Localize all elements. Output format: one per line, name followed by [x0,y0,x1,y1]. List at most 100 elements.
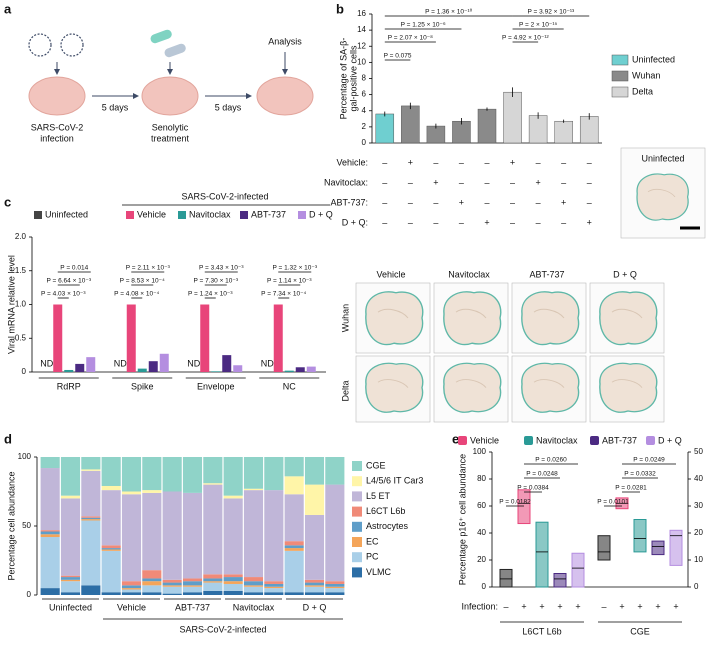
bar-segment [264,592,284,595]
column-label: Navitoclax [448,269,490,279]
legend-label: ABT-737 [602,435,637,445]
p-value: P = 0.0249 [633,457,665,464]
bar [148,361,158,372]
range-box [517,489,531,525]
bar-segment [142,457,162,491]
range-box [553,573,567,588]
row-label: Wuhan [340,304,350,332]
condition-mark: – [561,157,566,167]
condition-mark: – [433,197,438,207]
column-label: D + Q [613,269,637,279]
bar-segment [264,583,284,587]
condition-mark: – [587,157,592,167]
legend-label: Astrocytes [366,521,409,531]
condition-mark: – [536,217,541,227]
p-value: P = 0.0260 [535,457,567,464]
bar-segment [162,582,182,586]
legend-label: EC [366,536,379,546]
bar-segment [81,469,101,471]
condition-mark: – [433,217,438,227]
bar-segment [203,457,223,484]
legend-label: Wuhan [632,70,660,80]
virus-icons [28,33,84,57]
bar-segment [60,498,81,576]
bar-segment [142,578,162,582]
interval-label: 5 days [215,102,242,112]
bar-segment [284,476,304,495]
value-label: ND [40,358,53,368]
value-label: ND [187,358,200,368]
legend-label: Uninfected [632,54,675,64]
x-tick-label: ABT-737 [175,602,210,612]
infection-mark: + [655,601,660,611]
bar-segment [142,592,162,595]
condition-mark: – [510,177,515,187]
p-value: P = 8.53 × 10⁻⁴ [120,278,165,285]
diagram-labels: SARS-CoV-2 infection Senolytic treatment… [31,36,303,143]
condition-mark: – [484,177,489,187]
x-tick-label: Uninfected [49,602,92,612]
legend-swatch [352,506,362,517]
y-tick-label: 14 [357,25,366,34]
p-value: P = 0.0332 [624,471,656,478]
bar-segment [162,593,182,595]
legend-label: L6CT L6b [366,506,405,516]
bar-segment [81,585,101,595]
bar-segment [182,585,203,587]
bar-segment [81,520,101,586]
bar-segment [284,592,304,595]
bar-segment [60,575,81,578]
legend-label: L4/5/6 IT Car3 [366,476,423,486]
bar-segment [304,585,325,587]
bar-segment [203,581,223,583]
bar-segment [182,592,203,595]
y-tick-label: 100 [18,452,32,461]
x-tick-label: RdRP [57,381,81,391]
bar [233,365,243,372]
p-value: P = 7.30 × 10⁻³ [193,278,238,285]
bar-segment [121,585,142,589]
organoid [141,76,199,116]
column-label: Vehicle [376,269,405,279]
bar-segment [223,574,243,578]
legend-swatch [352,461,362,471]
condition-mark: – [382,217,387,227]
bar-segment [142,490,162,493]
bar [375,113,395,144]
p-value: P = 6.64 × 10⁻³ [46,278,91,285]
bar-segment [101,592,121,595]
bar [503,91,522,144]
bar-segment [304,457,325,485]
condition-label: ABT-737: [330,197,368,207]
p-value: P = 2.07 × 10⁻⁸ [388,35,433,42]
bar [528,115,548,144]
bar-segment [223,498,243,575]
micrograph-grid [355,282,665,423]
condition-mark: – [382,157,387,167]
bar-segment [40,537,60,589]
bar-segment [182,578,203,582]
bar-segment [264,490,284,582]
bar-segment [182,586,203,593]
y-tick-label: 6 [362,90,367,99]
p-value: P = 4.03 × 10⁻³ [41,291,86,298]
p-value: P = 0.0182 [499,499,531,506]
condition-mark: – [408,177,413,187]
y-tick-label: 0 [362,138,367,147]
infection-mark: + [539,601,544,611]
panel-label: a [4,1,12,16]
p-value: P = 3.92 × 10⁻¹³ [528,9,576,16]
bar [159,353,169,372]
bar-segment [264,586,284,589]
y-axis-label: Percentage of SA-β- [338,38,348,120]
bar-segment [182,492,203,579]
bar-segment [162,586,182,594]
condition-mark: – [459,217,464,227]
range-box [535,521,549,588]
bar [426,125,446,144]
column-label: ABT-737 [529,269,564,279]
p-value: P = 0.014 [60,265,88,272]
pill-icons [150,29,186,58]
bar-segment [142,492,162,571]
condition-label: D + Q: [342,217,368,227]
